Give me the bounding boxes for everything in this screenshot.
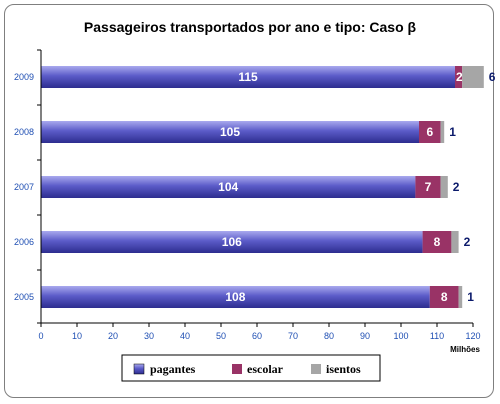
bar-isentos-2006	[451, 231, 459, 253]
data-label-pagantes-2007: 104	[218, 180, 238, 194]
bar-escolar-2006	[422, 231, 452, 253]
category-label-2007: 2007	[14, 182, 34, 192]
x-tick-label-60: 60	[252, 331, 262, 341]
axis-layer: 2009 2008 2007 2006 2005 0 10 20 30 40 50 60 70 80 90 1…	[14, 49, 481, 341]
chart-title: Passageiros transportados por ano e tipo…	[84, 19, 417, 35]
data-label-isentos-2008: 1	[449, 125, 456, 139]
data-label-isentos-2005: 1	[467, 290, 474, 304]
category-label-2005: 2005	[14, 292, 34, 302]
bar-escolar-2007	[415, 176, 441, 198]
bars-layer: 115 2 6 105 6 1 104 7 2 106 8 2 108 8 1	[41, 66, 496, 308]
data-label-pagantes-2005: 108	[225, 290, 245, 304]
x-tick-label-80: 80	[324, 331, 334, 341]
bar-pagantes-2006	[41, 231, 423, 253]
data-label-pagantes-2009: 115	[238, 70, 258, 84]
x-tick-label-90: 90	[360, 331, 370, 341]
data-label-isentos-2006: 2	[464, 235, 471, 249]
legend-label-escolar: escolar	[247, 362, 284, 376]
bar-pagantes-2007	[41, 176, 416, 198]
x-tick-label-100: 100	[393, 331, 408, 341]
data-label-pagantes-2006: 106	[222, 235, 242, 249]
bar-pagantes-2009	[41, 66, 455, 88]
data-label-escolar-2008: 6	[426, 125, 433, 139]
legend-label-pagantes: pagantes	[150, 362, 196, 376]
data-label-pagantes-2008: 105	[220, 125, 240, 139]
category-label-2008: 2008	[14, 127, 34, 137]
bar-isentos-2007	[440, 176, 448, 198]
bar-escolar-2008	[419, 121, 441, 143]
category-label-2006: 2006	[14, 237, 34, 247]
x-tick-label-40: 40	[180, 331, 190, 341]
bar-isentos-2008	[440, 121, 445, 143]
bar-isentos-2005	[458, 286, 463, 308]
x-tick-label-120: 120	[465, 331, 480, 341]
bar-escolar-2009	[455, 66, 463, 88]
x-tick-label-20: 20	[108, 331, 118, 341]
x-tick-label-110: 110	[430, 331, 444, 341]
data-label-isentos-2007: 2	[453, 180, 460, 194]
data-label-escolar-2009: 2	[456, 70, 463, 84]
legend: pagantes escolar isentos	[121, 354, 381, 382]
legend-swatch-escolar	[232, 364, 242, 374]
x-tick-label-70: 70	[288, 331, 298, 341]
category-label-2009: 2009	[14, 72, 34, 82]
data-label-isentos-2009: 6	[489, 70, 496, 84]
data-label-escolar-2007: 7	[425, 180, 432, 194]
x-tick-label-50: 50	[216, 331, 226, 341]
x-tick-label-0: 0	[38, 331, 43, 341]
x-tick-label-10: 10	[72, 331, 82, 341]
data-label-escolar-2005: 8	[441, 290, 448, 304]
legend-swatch-isentos	[311, 364, 321, 374]
bar-pagantes-2005	[41, 286, 430, 308]
bar-pagantes-2008	[41, 121, 419, 143]
bar-escolar-2005	[429, 286, 459, 308]
legend-label-isentos: isentos	[326, 362, 361, 376]
x-tick-label-30: 30	[144, 331, 154, 341]
x-axis-unit-label: Milhões	[450, 345, 480, 354]
legend-swatch-pagantes	[133, 363, 145, 375]
bar-isentos-2009	[462, 66, 484, 88]
legend-box	[121, 354, 381, 382]
data-label-escolar-2006: 8	[434, 235, 441, 249]
